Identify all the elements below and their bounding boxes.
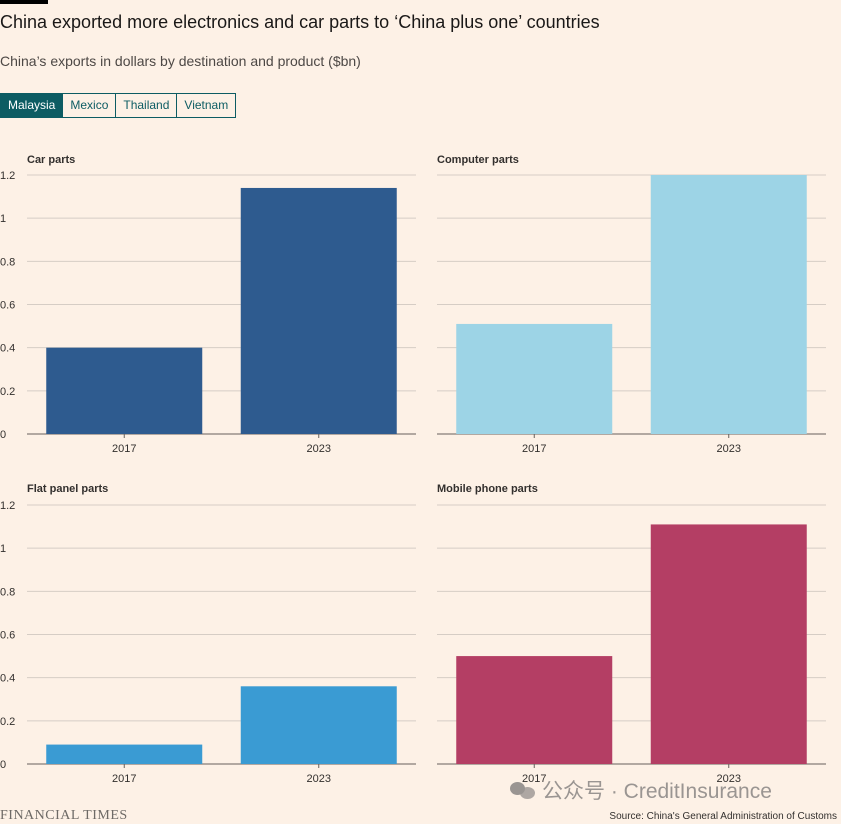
y-tick-label: 0.6 — [0, 300, 15, 312]
tab-vietnam[interactable]: Vietnam — [177, 93, 237, 118]
x-tick-label: 2023 — [307, 773, 331, 785]
panel-title: Flat panel parts — [27, 483, 108, 495]
x-tick-label: 2017 — [112, 443, 136, 455]
y-tick-label: 1 — [0, 543, 6, 555]
panel-title: Car parts — [27, 154, 75, 166]
x-tick-label: 2023 — [717, 773, 741, 785]
source-note: Source: China's General Administration o… — [609, 811, 837, 822]
y-tick-label: 0.2 — [0, 386, 15, 398]
bar — [650, 524, 807, 764]
chart-subtitle: China’s exports in dollars by destinatio… — [0, 53, 361, 69]
panel-title: Computer parts — [437, 154, 519, 166]
bar — [46, 744, 203, 764]
tab-mexico[interactable]: Mexico — [63, 93, 117, 118]
watermark: 公众号 · CreditInsurance — [510, 775, 772, 805]
y-tick-label: 1.2 — [0, 170, 15, 182]
y-tick-label: 0.6 — [0, 630, 15, 642]
x-tick-label: 2017 — [522, 773, 546, 785]
y-tick-label: 1.2 — [0, 500, 15, 512]
chart-grid: Car parts 0 0.2 0.4 0.6 0.8 1 1.2 2017 2023 Comput… — [0, 154, 826, 785]
tab-thailand[interactable]: Thailand — [116, 93, 178, 118]
y-tick-label: 0.4 — [0, 343, 15, 355]
x-tick-label: 2017 — [522, 443, 546, 455]
y-tick-label: 0.2 — [0, 716, 15, 728]
x-tick-label: 2023 — [307, 443, 331, 455]
y-tick-label: 0 — [0, 759, 6, 771]
bar — [650, 175, 807, 434]
brand-top-bar — [0, 0, 48, 4]
bar — [456, 656, 613, 764]
bar — [456, 323, 613, 434]
x-tick-label: 2023 — [717, 443, 741, 455]
watermark-text: 公众号 · CreditInsurance — [542, 780, 772, 803]
y-tick-label: 0.4 — [0, 673, 15, 685]
x-tick-label: 2017 — [112, 773, 136, 785]
country-tabs: Malaysia Mexico Thailand Vietnam — [0, 93, 237, 118]
y-tick-label: 0 — [0, 429, 6, 441]
panel-title: Mobile phone parts — [437, 483, 538, 495]
chart-title: China exported more electronics and car … — [0, 12, 600, 32]
wechat-icon — [510, 780, 536, 800]
brand-logo: FINANCIAL TIMES — [0, 808, 128, 823]
bar — [240, 187, 397, 434]
tab-malaysia[interactable]: Malaysia — [0, 93, 64, 118]
y-tick-label: 0.8 — [0, 586, 15, 598]
y-tick-label: 1 — [0, 213, 6, 225]
y-tick-label: 0.8 — [0, 256, 15, 268]
bar — [46, 347, 203, 434]
bar — [240, 686, 397, 764]
